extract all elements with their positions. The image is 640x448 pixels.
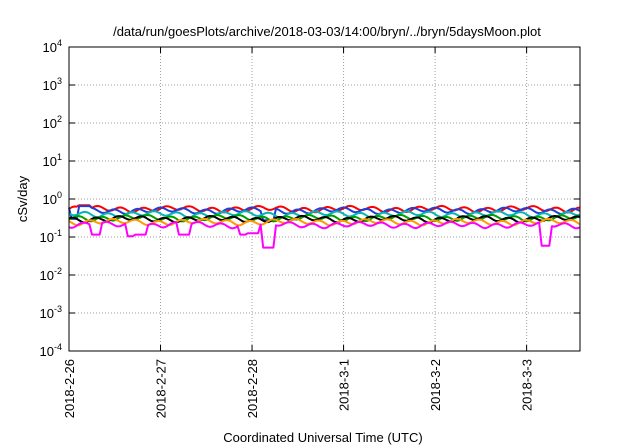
chart-title: /data/run/goesPlots/archive/2018-03-03/1… [113,24,541,39]
y-tick-label: 102 [43,114,62,131]
y-tick-base: 10 [43,192,57,207]
y-tick-label: 104 [43,38,62,55]
y-tick-base: 10 [40,230,54,245]
y-tick-label: 10-2 [40,266,62,283]
y-tick-base: 10 [40,268,54,283]
x-tick-label: 2018-2-27 [154,359,169,418]
y-tick-exponent: -1 [54,228,62,238]
y-tick-exponent: -3 [54,304,62,314]
y-tick-base: 10 [43,78,57,93]
grid [68,46,580,352]
x-tick-label: 2018-3-3 [520,359,535,411]
y-axis-label: cSv/day [15,175,30,222]
x-tick-label: 2018-3-2 [428,359,443,411]
y-tick-label: 10-3 [40,304,62,321]
axis-ticks [68,46,580,352]
y-tick-exponent: -2 [54,266,62,276]
y-tick-label: 10-1 [40,228,62,245]
x-tick-label: 2018-2-28 [245,359,260,418]
series-lines [68,204,581,249]
y-tick-base: 10 [43,154,57,169]
series-line [68,220,581,249]
x-tick-labels: 2018-2-26 2018-2-27 2018-2-28 2018-3-1 2018-… [62,359,535,418]
series-line [68,210,581,219]
y-tick-label: 100 [43,190,62,207]
y-tick-label: 103 [43,76,62,93]
y-tick-label: 10-4 [40,342,62,359]
y-tick-exponent: 4 [57,38,62,48]
y-tick-base: 10 [40,306,54,321]
x-tick-label: 2018-3-1 [337,359,352,411]
y-tick-base: 10 [43,40,57,55]
y-tick-exponent: -4 [54,342,62,352]
y-tick-exponent: 3 [57,76,62,86]
x-tick-label: 2018-2-26 [62,359,77,418]
x-axis-label: Coordinated Universal Time (UTC) [223,430,422,445]
y-tick-exponent: 2 [57,114,62,124]
y-tick-base: 10 [40,344,54,359]
y-tick-exponent: 1 [57,152,62,162]
y-tick-base: 10 [43,116,57,131]
y-tick-exponent: 0 [57,190,62,200]
y-tick-label: 101 [43,152,62,169]
